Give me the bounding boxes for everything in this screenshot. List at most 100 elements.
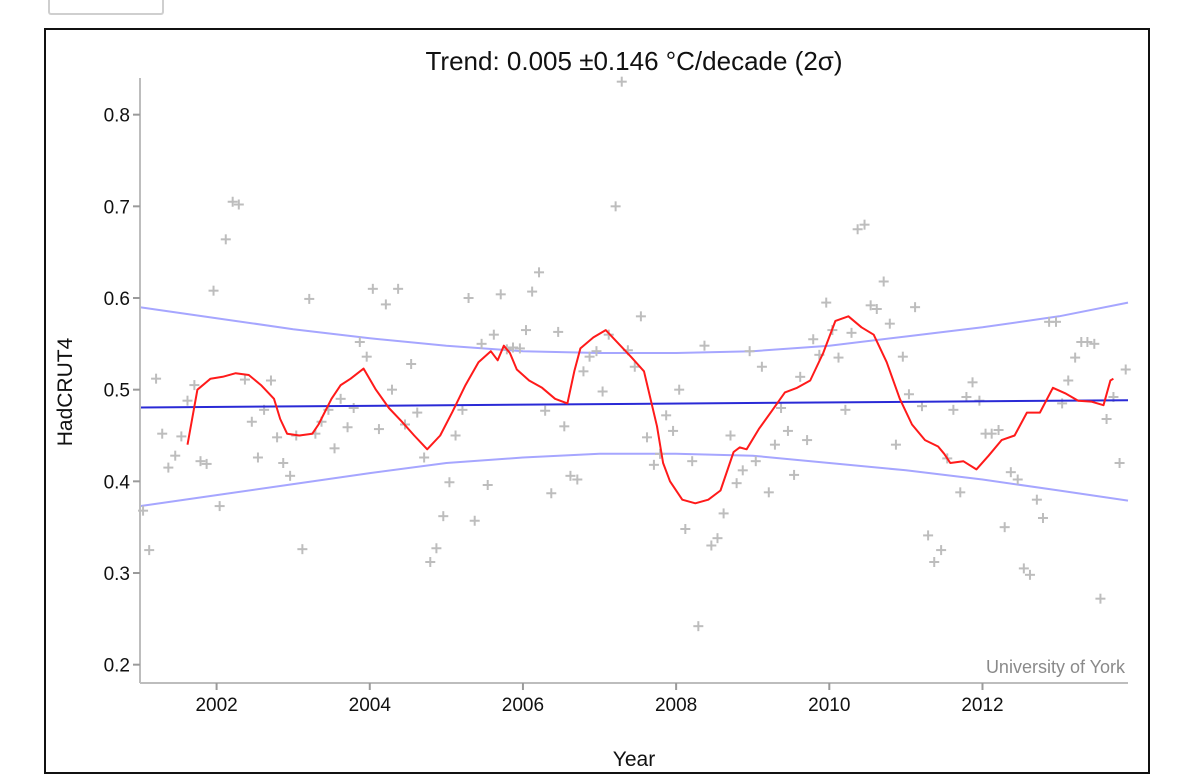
data-point — [967, 377, 978, 388]
data-point — [214, 501, 225, 512]
data-point — [668, 425, 679, 436]
data-point — [693, 621, 704, 632]
data-point — [559, 421, 570, 432]
data-point — [285, 470, 296, 481]
data-point — [354, 337, 365, 347]
data-point — [756, 361, 767, 372]
data-point — [936, 545, 947, 556]
data-point — [246, 416, 257, 427]
data-point — [239, 374, 250, 385]
data-point — [1012, 474, 1023, 485]
window-tab-stub — [48, 0, 164, 15]
data-point — [776, 403, 787, 413]
data-point — [208, 285, 219, 296]
data-point — [412, 407, 423, 418]
y-tick-label: 0.3 — [104, 564, 130, 585]
chart-title: Trend: 0.005 ±0.146 °C/decade (2σ) — [426, 46, 843, 76]
data-point — [1082, 337, 1093, 347]
data-point — [808, 334, 819, 345]
data-point — [431, 543, 442, 554]
data-point — [725, 430, 736, 441]
data-point — [1114, 458, 1125, 468]
data-point — [1037, 513, 1048, 523]
data-point — [890, 439, 901, 450]
confidence-band-layer — [139, 301, 1129, 508]
y-tick-label: 0.8 — [104, 106, 130, 127]
data-point — [252, 452, 263, 463]
data-point — [361, 351, 372, 362]
data-point — [463, 293, 474, 303]
data-point — [635, 311, 646, 322]
chart-frame: 0.2 0.3 0.4 0.5 0.6 0.7 0.8 2002 2004 2006 2008 201… — [44, 28, 1150, 774]
data-point — [367, 283, 378, 294]
data-point — [731, 478, 742, 489]
data-point — [821, 297, 832, 308]
data-point — [661, 410, 672, 421]
data-point — [1095, 593, 1106, 604]
data-point — [457, 404, 468, 415]
y-tick-label: 0.4 — [104, 472, 131, 493]
data-point — [680, 524, 691, 534]
data-point — [521, 325, 532, 336]
data-point — [329, 443, 340, 454]
data-point — [1051, 316, 1062, 327]
data-point — [737, 465, 748, 476]
data-point — [1024, 569, 1035, 580]
data-point — [1101, 414, 1112, 424]
data-point — [986, 428, 997, 439]
data-point — [706, 540, 717, 551]
line-layer — [139, 315, 1129, 505]
data-point — [750, 456, 761, 467]
data-point — [782, 425, 793, 436]
data-point — [929, 557, 940, 567]
data-point — [1018, 563, 1029, 574]
data-point — [482, 480, 493, 490]
data-point — [220, 234, 231, 245]
y-tick-label: 0.2 — [104, 656, 130, 677]
confidence-lower-line — [139, 452, 1129, 508]
data-point — [629, 361, 640, 372]
data-point — [373, 424, 384, 435]
data-point — [687, 456, 698, 467]
data-point — [438, 511, 449, 522]
data-point — [278, 458, 289, 468]
data-point — [878, 276, 889, 287]
data-point — [514, 343, 525, 354]
data-point — [163, 462, 174, 473]
data-point — [871, 304, 882, 314]
x-tick-label: 2004 — [349, 695, 392, 716]
confidence-upper-line — [139, 301, 1129, 354]
data-point — [616, 76, 627, 87]
data-point — [450, 430, 461, 441]
data-point — [157, 428, 168, 439]
x-axis-title: Year — [613, 748, 655, 771]
data-point — [425, 557, 436, 567]
data-point — [1031, 494, 1042, 505]
data-point — [584, 351, 595, 362]
data-point — [406, 359, 417, 369]
data-point — [419, 452, 430, 463]
data-point — [948, 404, 959, 415]
data-point — [189, 380, 200, 391]
data-point — [916, 401, 927, 412]
data-point — [897, 351, 908, 362]
data-point — [553, 326, 564, 337]
data-point — [789, 469, 800, 480]
data-point — [642, 432, 653, 443]
data-point — [999, 522, 1010, 533]
data-point — [712, 533, 723, 544]
data-point — [833, 352, 844, 363]
data-point — [488, 329, 499, 340]
data-point — [1120, 364, 1131, 375]
data-point — [852, 224, 863, 235]
data-point — [1005, 467, 1016, 478]
data-point — [534, 267, 545, 278]
data-point — [469, 515, 480, 526]
data-point — [476, 338, 487, 349]
data-point — [144, 545, 155, 556]
data-point — [272, 432, 283, 443]
y-axis-title: HadCRUT4 — [54, 337, 77, 446]
data-point — [348, 403, 359, 413]
data-point — [151, 373, 162, 384]
data-point — [335, 393, 346, 404]
